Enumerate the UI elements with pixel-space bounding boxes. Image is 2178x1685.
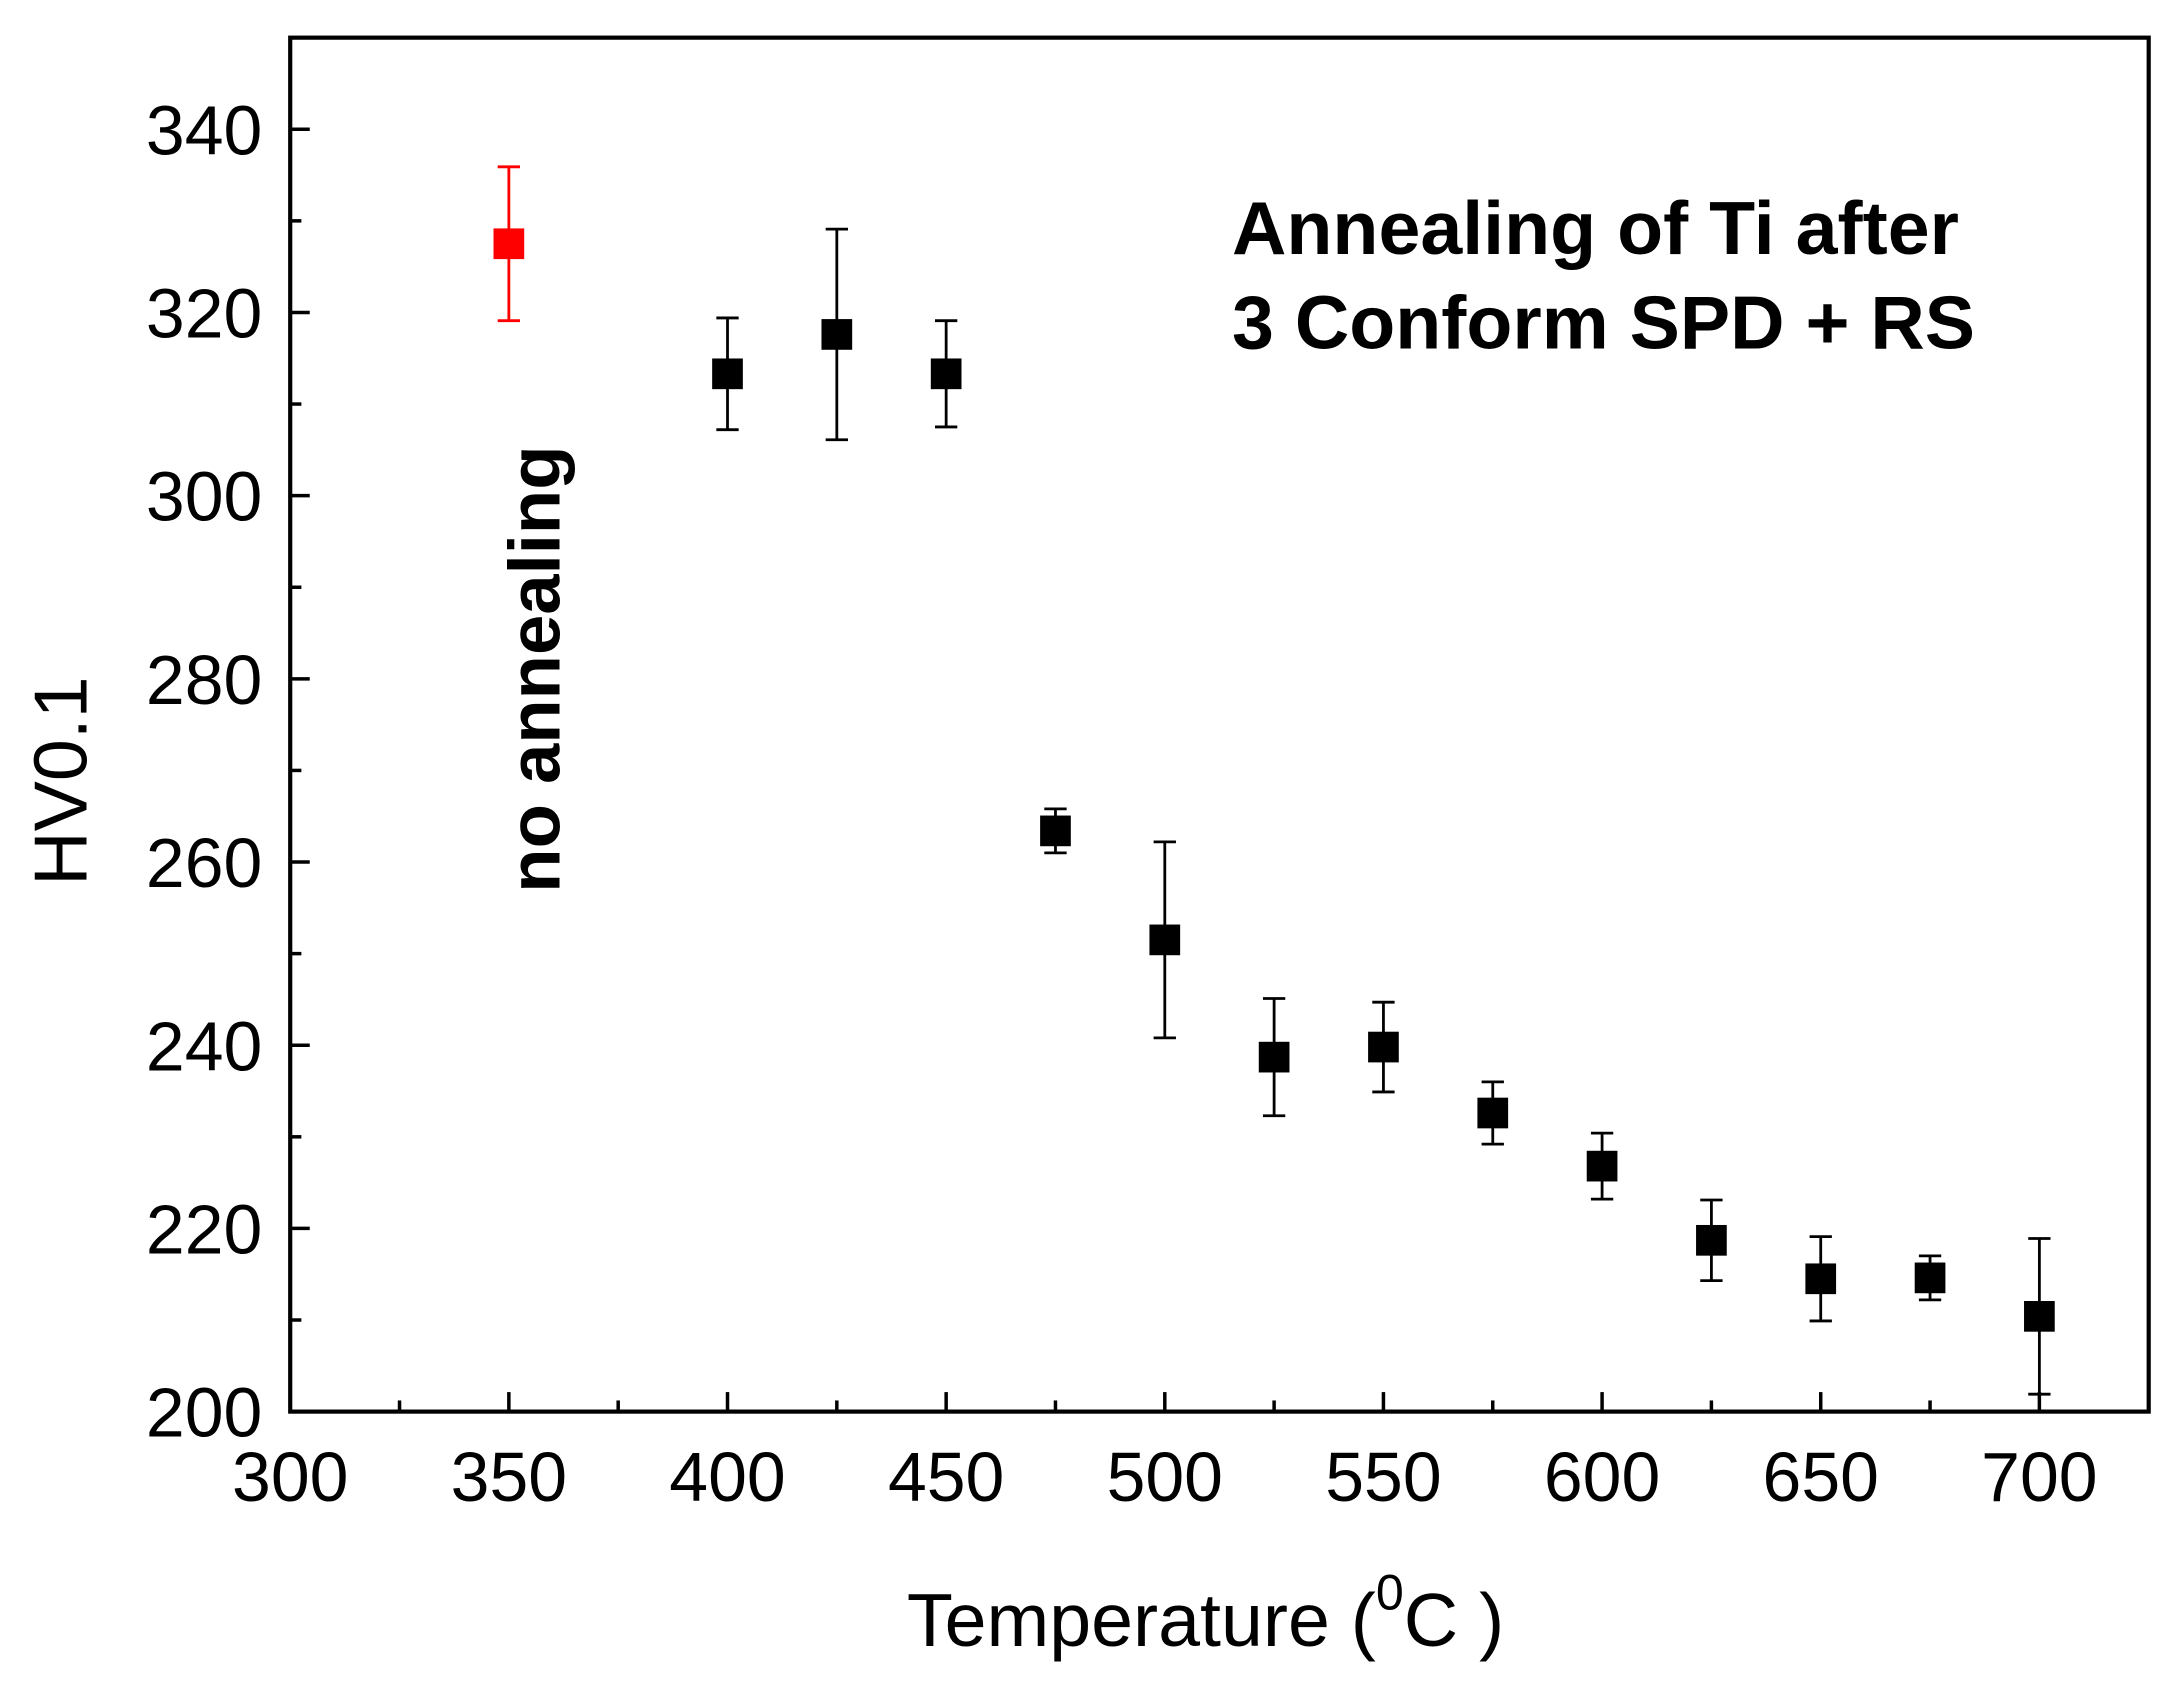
data-point [1586,1150,1618,1182]
x-tick-label: 500 [1107,1438,1223,1516]
data-point [1696,1224,1727,1256]
x-tick-label: 650 [1763,1438,1879,1516]
data-point [930,358,962,390]
y-tick-label: 240 [146,1007,262,1085]
annotation-line-2: 3 Conform SPD + RS [1232,281,1975,365]
x-axis-title-prefix: Temperature ( [907,1578,1376,1662]
x-tick-label: 450 [888,1438,1004,1516]
y-tick-label: 340 [146,91,262,169]
data-point [1258,1041,1290,1073]
data-point [1368,1031,1399,1063]
y-tick-label: 300 [146,458,262,536]
x-axis-title-suffix: C ) [1404,1578,1504,1662]
x-axis-title: Temperature (0C ) [907,1565,1504,1662]
annotation-line-1: Annealing of Ti after [1232,186,1959,270]
y-tick-label: 200 [146,1374,262,1452]
data-point [1805,1263,1837,1295]
plot-frame [288,35,2151,1414]
data-point [493,228,525,260]
data-point [821,319,853,350]
x-tick-label: 550 [1325,1438,1441,1516]
x-axis-title-superscript: 0 [1376,1565,1404,1621]
tick-labels: 300 350 400 450 500 550 600 650 700 200 220 240 260 2… [146,91,2098,1516]
no-annealing-label: no annealing [494,445,575,892]
x-tick-label: 300 [232,1438,348,1516]
data-point [1149,924,1181,956]
x-tick-label: 400 [669,1438,785,1516]
data-point [1477,1097,1509,1129]
y-tick-label: 280 [146,641,262,719]
data-points [493,228,2055,1332]
y-axis-title: HV0.1 [18,676,102,885]
y-tick-label: 220 [146,1191,262,1269]
y-tick-label: 320 [146,275,262,353]
data-point [2024,1301,2055,1332]
x-tick-label: 700 [1981,1438,2097,1516]
data-point [1040,815,1071,847]
data-point [1914,1262,1946,1294]
x-tick-label: 600 [1544,1438,1660,1516]
y-tick-label: 260 [146,824,262,902]
x-tick-label: 350 [451,1438,567,1516]
data-point [712,358,743,390]
